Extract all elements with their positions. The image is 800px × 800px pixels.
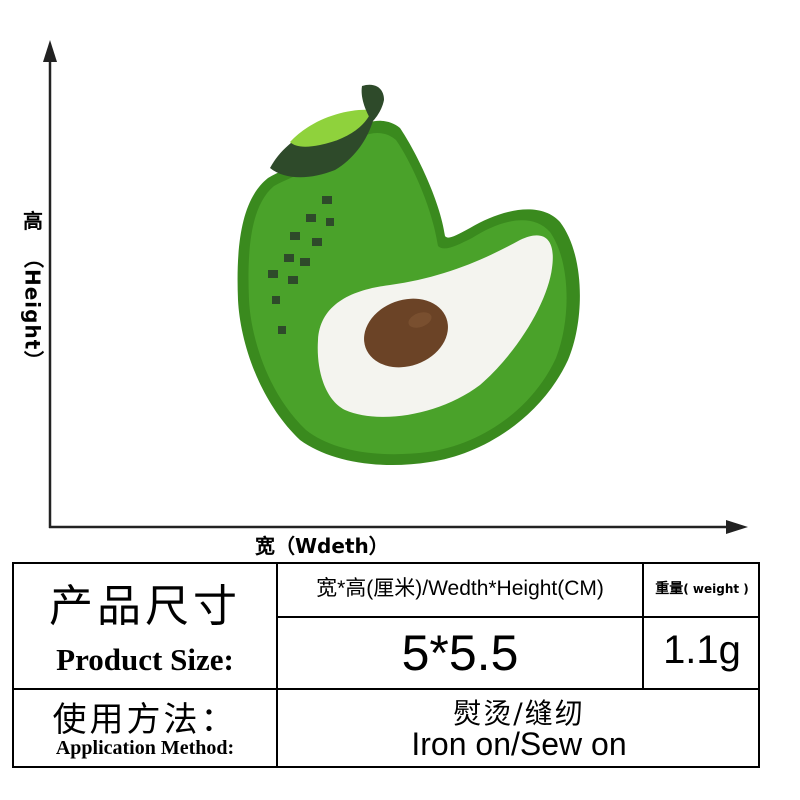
dimension-diagram: 高 （Height） 宽（Wdeth） <box>18 40 748 558</box>
leaf-light <box>290 109 372 147</box>
method-value-zh: 熨烫/缝纫 <box>453 697 585 730</box>
application-method-zh-label: 使用方法： <box>52 700 238 740</box>
divider-row <box>14 688 760 690</box>
product-size-zh-label: 产品尺寸 <box>49 581 241 632</box>
application-method-en-label: Application Method: <box>55 737 235 759</box>
weight-header-zh: 重量 <box>655 581 684 597</box>
width-arrowhead <box>726 520 748 534</box>
dimension-value: 5*5.5 <box>401 625 519 681</box>
divider-header <box>276 616 760 618</box>
method-value-en: Iron on/Sew on <box>411 726 627 762</box>
avocado-patch-illustration <box>237 84 580 466</box>
height-label-en: （Height） <box>20 248 45 372</box>
weight-header-en: ( weight ) <box>683 582 749 596</box>
weight-value: 1.1g <box>663 628 741 672</box>
axis-arrows <box>43 40 748 534</box>
width-axis-label: 宽（Wdeth） <box>255 534 389 558</box>
product-size-en-label: Product Size: <box>56 642 234 677</box>
dimension-header: 宽*高(厘米)/Wedth*Height(CM) <box>316 577 604 600</box>
divider-right <box>642 564 644 688</box>
spec-table: 产品尺寸 Product Size: 宽*高(厘米)/Wedth*Height(… <box>12 562 760 768</box>
stem <box>361 84 384 122</box>
weight-header: 重量( weight ) <box>644 578 760 598</box>
height-axis-label: 高 （Height） <box>18 205 48 371</box>
height-arrowhead <box>43 40 57 62</box>
divider-left <box>276 564 278 766</box>
height-label-zh: 高 <box>23 209 43 233</box>
dot-pattern <box>268 196 334 334</box>
